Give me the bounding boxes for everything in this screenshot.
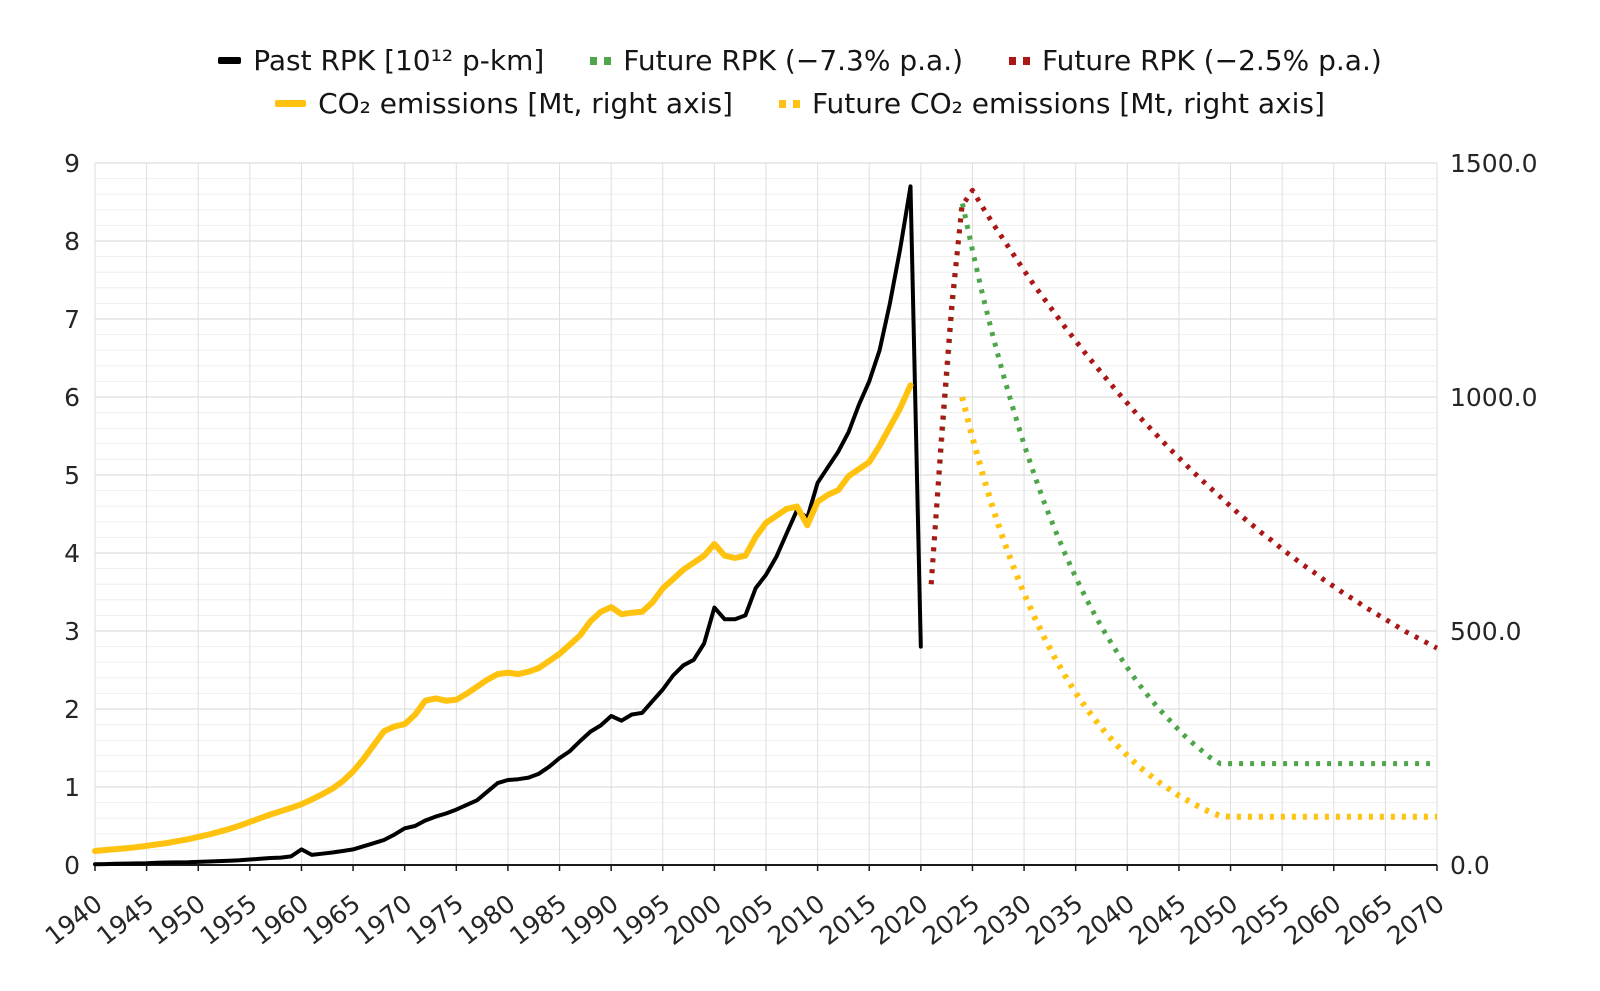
svg-text:2030: 2030 [969, 889, 1037, 951]
svg-text:2035: 2035 [1020, 889, 1088, 951]
svg-text:9: 9 [64, 149, 80, 178]
svg-text:1950: 1950 [143, 889, 211, 951]
svg-text:8: 8 [64, 227, 80, 256]
svg-text:5: 5 [64, 461, 80, 490]
svg-text:1965: 1965 [298, 889, 366, 951]
svg-text:2025: 2025 [917, 889, 985, 951]
legend-item-past-rpk: Past RPK [10¹² p-km] [218, 44, 544, 77]
co2-line-marker [275, 100, 307, 107]
svg-text:1980: 1980 [453, 889, 521, 951]
future-co2-line-marker [778, 99, 800, 108]
svg-text:2015: 2015 [814, 889, 882, 951]
svg-text:1970: 1970 [349, 889, 417, 951]
legend-label-future-rpk-25: Future RPK (−2.5% p.a.) [1042, 44, 1382, 77]
svg-text:6: 6 [64, 383, 80, 412]
svg-text:2070: 2070 [1382, 889, 1450, 951]
svg-text:2000: 2000 [659, 889, 727, 951]
svg-text:1995: 1995 [607, 889, 675, 951]
svg-text:2040: 2040 [1072, 889, 1140, 951]
legend-item-future-rpk-25: Future RPK (−2.5% p.a.) [1009, 44, 1382, 77]
chart-legend: Past RPK [10¹² p-km] Future RPK (−7.3% p… [0, 44, 1600, 120]
svg-text:0.0: 0.0 [1450, 851, 1490, 880]
svg-text:2020: 2020 [866, 889, 934, 951]
svg-text:7: 7 [64, 305, 80, 334]
legend-label-future-co2: Future CO₂ emissions [Mt, right axis] [811, 87, 1325, 120]
svg-text:4: 4 [64, 539, 80, 568]
svg-text:1000.0: 1000.0 [1450, 383, 1537, 412]
svg-text:2055: 2055 [1227, 889, 1295, 951]
svg-text:1: 1 [64, 773, 80, 802]
svg-text:2050: 2050 [1175, 889, 1243, 951]
svg-text:1985: 1985 [504, 889, 572, 951]
svg-text:1960: 1960 [246, 889, 314, 951]
svg-text:1500.0: 1500.0 [1450, 149, 1537, 178]
legend-label-past-rpk: Past RPK [10¹² p-km] [253, 44, 545, 77]
legend-label-future-rpk-73: Future RPK (−7.3% p.a.) [623, 44, 964, 77]
past-rpk-line-marker [218, 57, 242, 64]
legend-item-co2: CO₂ emissions [Mt, right axis] [275, 87, 733, 120]
legend-row-1: Past RPK [10¹² p-km] Future RPK (−7.3% p… [218, 44, 1382, 77]
svg-text:0: 0 [64, 851, 80, 880]
svg-text:2: 2 [64, 695, 80, 724]
svg-text:1975: 1975 [401, 889, 469, 951]
legend-label-co2: CO₂ emissions [Mt, right axis] [318, 87, 733, 120]
svg-text:2065: 2065 [1330, 889, 1398, 951]
svg-text:500.0: 500.0 [1450, 617, 1522, 646]
svg-text:3: 3 [64, 617, 80, 646]
legend-row-2: CO₂ emissions [Mt, right axis] Future CO… [275, 87, 1325, 120]
svg-text:2005: 2005 [711, 889, 779, 951]
svg-text:2010: 2010 [762, 889, 830, 951]
future-rpk-25-line-marker [1009, 56, 1031, 65]
future-rpk-73-line-marker [590, 56, 612, 65]
svg-text:1940: 1940 [40, 889, 108, 951]
svg-text:2045: 2045 [1124, 889, 1192, 951]
legend-item-future-co2: Future CO₂ emissions [Mt, right axis] [778, 87, 1325, 120]
legend-item-future-rpk-73: Future RPK (−7.3% p.a.) [590, 44, 963, 77]
svg-text:1990: 1990 [556, 889, 624, 951]
svg-text:1955: 1955 [195, 889, 263, 951]
svg-text:1945: 1945 [91, 889, 159, 951]
svg-text:2060: 2060 [1278, 889, 1346, 951]
